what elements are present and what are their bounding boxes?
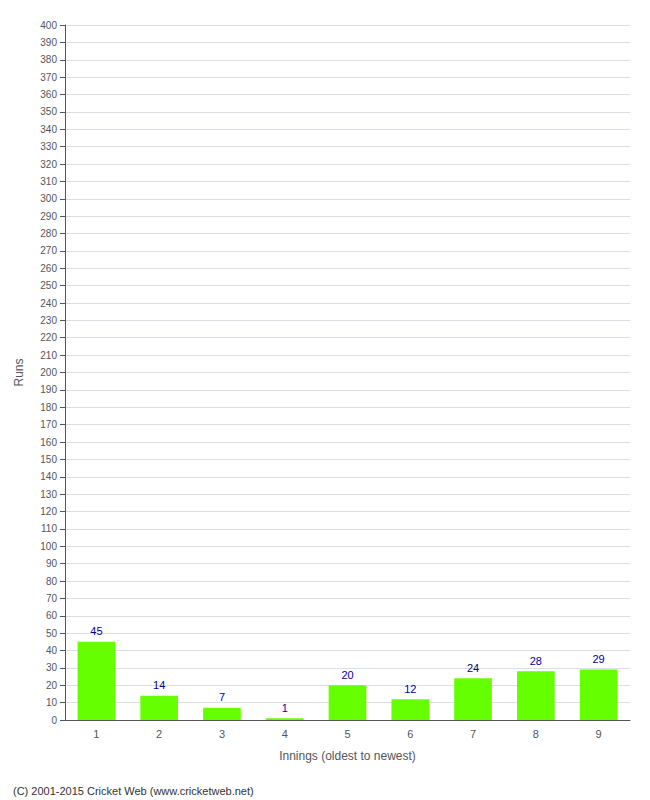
svg-text:330: 330 — [40, 141, 57, 152]
svg-text:Runs: Runs — [12, 358, 26, 386]
svg-text:300: 300 — [40, 193, 57, 204]
svg-text:220: 220 — [40, 332, 57, 343]
svg-text:260: 260 — [40, 263, 57, 274]
svg-text:360: 360 — [40, 89, 57, 100]
svg-text:210: 210 — [40, 350, 57, 361]
svg-text:3: 3 — [219, 728, 225, 740]
svg-text:5: 5 — [344, 728, 350, 740]
svg-text:350: 350 — [40, 106, 57, 117]
svg-text:190: 190 — [40, 384, 57, 395]
svg-text:160: 160 — [40, 437, 57, 448]
svg-text:270: 270 — [40, 245, 57, 256]
svg-text:320: 320 — [40, 159, 57, 170]
svg-text:290: 290 — [40, 211, 57, 222]
svg-text:28: 28 — [530, 655, 542, 667]
svg-text:100: 100 — [40, 541, 57, 552]
svg-text:150: 150 — [40, 454, 57, 465]
svg-text:8: 8 — [533, 728, 539, 740]
svg-text:380: 380 — [40, 54, 57, 65]
svg-text:390: 390 — [40, 37, 57, 48]
svg-text:70: 70 — [46, 593, 58, 604]
svg-text:20: 20 — [46, 680, 58, 691]
svg-text:9: 9 — [596, 728, 602, 740]
svg-text:80: 80 — [46, 576, 58, 587]
svg-text:180: 180 — [40, 402, 57, 413]
svg-text:(C) 2001-2015 Cricket Web (www: (C) 2001-2015 Cricket Web (www.cricketwe… — [13, 785, 254, 797]
svg-text:Innings (oldest to newest): Innings (oldest to newest) — [279, 749, 416, 763]
svg-text:4: 4 — [282, 728, 288, 740]
svg-text:29: 29 — [592, 653, 604, 665]
svg-text:230: 230 — [40, 315, 57, 326]
svg-text:0: 0 — [51, 715, 57, 726]
svg-text:30: 30 — [46, 662, 58, 673]
svg-text:10: 10 — [46, 697, 58, 708]
svg-text:1: 1 — [93, 728, 99, 740]
svg-text:280: 280 — [40, 228, 57, 239]
svg-text:60: 60 — [46, 610, 58, 621]
svg-text:50: 50 — [46, 628, 58, 639]
svg-text:200: 200 — [40, 367, 57, 378]
svg-text:110: 110 — [41, 523, 57, 534]
svg-text:24: 24 — [467, 662, 479, 674]
svg-text:1: 1 — [282, 702, 288, 714]
svg-text:40: 40 — [46, 645, 58, 656]
svg-text:240: 240 — [40, 298, 57, 309]
svg-text:90: 90 — [46, 558, 58, 569]
svg-text:20: 20 — [341, 669, 353, 681]
svg-text:310: 310 — [40, 176, 57, 187]
svg-text:7: 7 — [219, 691, 225, 703]
svg-text:370: 370 — [40, 72, 57, 83]
svg-text:340: 340 — [40, 124, 57, 135]
svg-text:140: 140 — [40, 471, 57, 482]
svg-text:2: 2 — [156, 728, 162, 740]
svg-text:12: 12 — [404, 683, 416, 695]
svg-text:120: 120 — [40, 506, 57, 517]
svg-text:14: 14 — [153, 679, 165, 691]
svg-text:130: 130 — [40, 489, 57, 500]
svg-text:250: 250 — [40, 280, 57, 291]
svg-text:7: 7 — [470, 728, 476, 740]
svg-text:6: 6 — [407, 728, 413, 740]
svg-text:170: 170 — [40, 419, 57, 430]
svg-text:400: 400 — [40, 20, 57, 31]
svg-text:45: 45 — [90, 625, 102, 637]
